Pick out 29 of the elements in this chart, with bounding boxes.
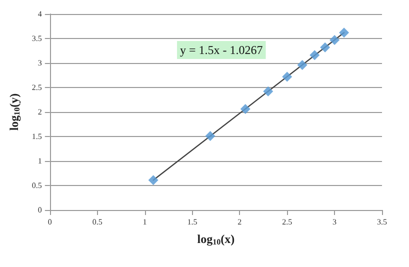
y-tick-label: 2 (38, 108, 42, 116)
x-tick-label: 2 (238, 218, 242, 226)
y-tick-label: 2.5 (32, 83, 42, 92)
x-tick-label: 1.5 (187, 218, 198, 226)
point (240, 104, 250, 114)
point (330, 34, 340, 45)
y-tick-label: 0 (38, 206, 42, 214)
point (297, 60, 308, 70)
point (339, 28, 350, 38)
point (263, 86, 274, 96)
x-tick-label: 0.5 (92, 218, 102, 226)
y-tick-label: 4 (38, 10, 42, 18)
y-tick-label: 0.5 (32, 181, 42, 190)
x-tick-label: 1 (142, 218, 147, 226)
x-tick-label: 0 (48, 218, 52, 226)
y-tick-label: 3 (38, 58, 42, 68)
point (320, 42, 330, 52)
y-axis-title: log10(y) (7, 93, 22, 131)
annotation: y = 1.5x - 1.0267 (180, 43, 263, 57)
point (282, 72, 292, 82)
x-tick-label: 3.5 (377, 218, 387, 226)
point (148, 175, 158, 186)
y-tick-label: 1.5 (32, 132, 42, 141)
y-tick-label: 1 (38, 156, 42, 166)
x-tick-label: 2.5 (282, 218, 292, 226)
point (205, 131, 216, 142)
x-tick-label: 3 (332, 218, 337, 226)
y-tick-label: 3.5 (32, 34, 42, 43)
point (310, 50, 320, 60)
